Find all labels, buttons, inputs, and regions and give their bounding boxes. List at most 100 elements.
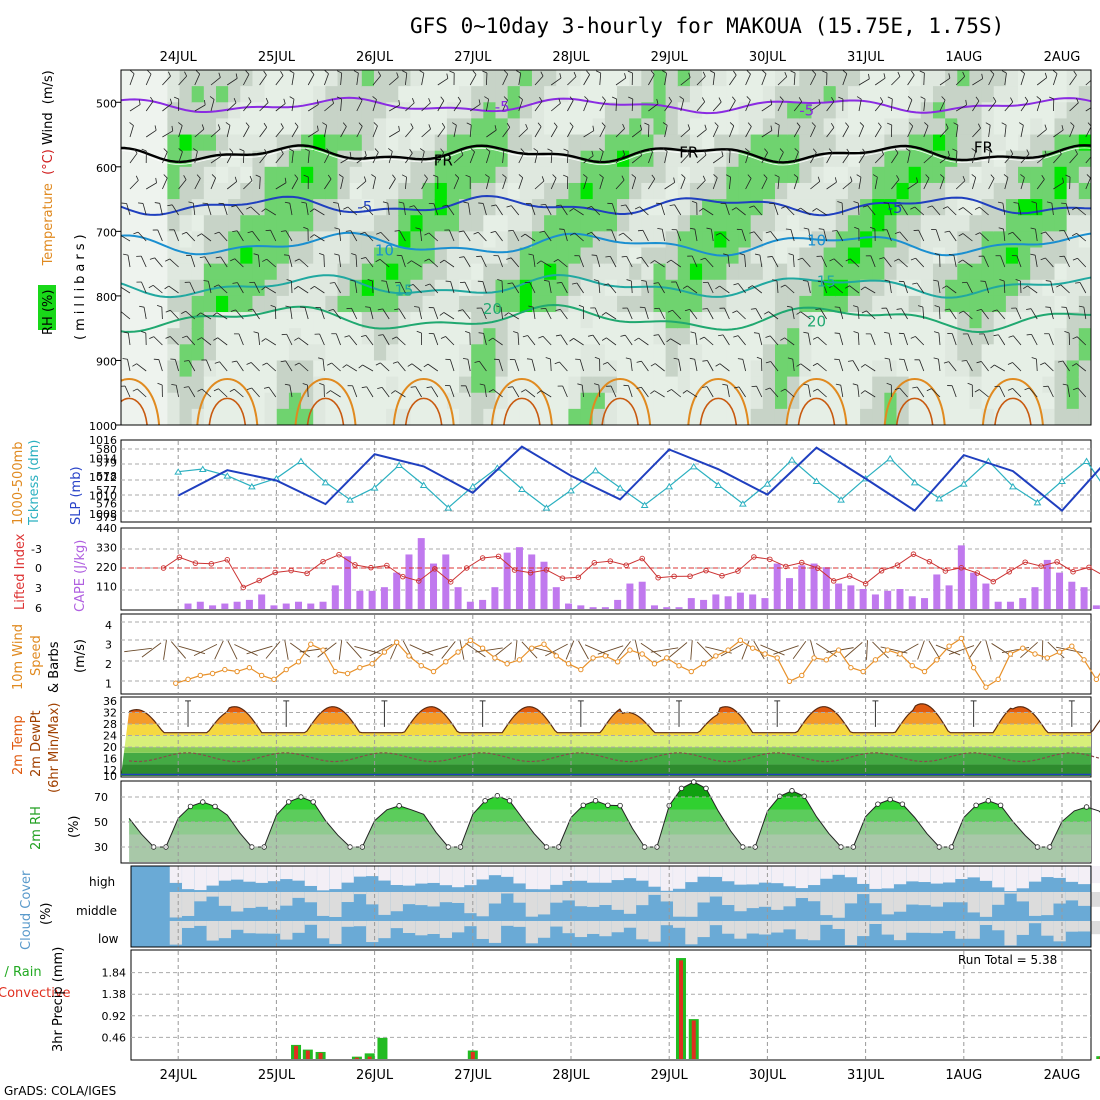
wind-barb-flag: [234, 176, 238, 182]
wind-barb: [529, 282, 536, 294]
rh-cell: [1042, 263, 1056, 281]
rh-cell: [811, 70, 825, 88]
cape-bar: [356, 590, 364, 609]
rh-cell: [835, 328, 849, 346]
li-point: [767, 556, 773, 563]
rh-cell: [337, 295, 351, 314]
rh-cell: [495, 166, 509, 184]
wind-barb-flag: [945, 123, 949, 129]
rh-cell: [714, 263, 728, 281]
wind-speed-point: [1056, 649, 1063, 655]
rh-cell: [422, 312, 436, 330]
rh-cell: [641, 408, 655, 425]
wind-barb-flag: [764, 148, 768, 153]
rh-cell: [325, 279, 339, 297]
wind-barb: [605, 312, 617, 320]
rh-cell: [422, 199, 436, 217]
rh-cell: [276, 344, 290, 362]
wind-barb-flag: [122, 358, 128, 360]
rh-cell: [969, 182, 983, 201]
wind-barb: [388, 151, 393, 164]
rh-cell: [702, 118, 716, 136]
wind-barb: [777, 152, 784, 164]
rh-cell: [556, 408, 570, 425]
wind-barb: [1035, 203, 1038, 216]
rh-cell: [1054, 86, 1068, 104]
cape-tick-110: 110: [96, 581, 117, 594]
cloud-cell: [943, 892, 956, 903]
precip-tick-1.84: 1.84: [102, 967, 127, 980]
wind-barb-flag: [962, 175, 966, 181]
wind-barb-flag: [723, 253, 729, 256]
rh-cell: [228, 86, 242, 104]
cloud-cell: [808, 892, 821, 902]
cape-bar: [491, 587, 499, 609]
rh-cell: [495, 215, 509, 233]
wind-barb: [469, 103, 481, 112]
wind-barb-flag: [283, 254, 290, 256]
cape-bar: [798, 565, 806, 609]
rh-cell: [1054, 312, 1068, 330]
rh-cell: [179, 392, 193, 410]
wind-barb-flag: [747, 174, 752, 179]
rh-cell: [617, 134, 631, 152]
wind-barb-10m: [227, 640, 238, 660]
wind-barb-flag: [586, 231, 592, 235]
wind-barb-flag: [157, 382, 163, 386]
wind-barb: [324, 152, 331, 164]
rh-cell: [1030, 70, 1044, 88]
rh-cell: [483, 199, 497, 217]
rh-cell: [228, 215, 242, 233]
rh-cell: [1005, 182, 1020, 201]
wind-barb-flag: [1090, 149, 1091, 150]
rh-cell: [434, 344, 448, 362]
wind-barb-flag: [398, 125, 400, 131]
wind-barb-flag: [360, 257, 366, 260]
cloud-cell: [513, 921, 526, 927]
wind-barb-flag: [861, 310, 867, 314]
rh-point: [617, 802, 623, 809]
cloud-level-high: high: [89, 875, 115, 889]
wind-barb-flag: [860, 286, 866, 291]
temp-band: [121, 764, 1091, 776]
wind-barb-flag: [478, 332, 484, 334]
li-point: [208, 561, 215, 567]
wind-barb: [710, 229, 714, 242]
rh-cell: [313, 312, 327, 330]
cloud-cell: [353, 866, 367, 877]
rh-cell: [641, 295, 655, 314]
wind-barb-flag: [927, 205, 933, 208]
rh-cell: [1090, 86, 1091, 104]
wind-barb-flag: [837, 201, 843, 204]
rh-cell: [835, 376, 849, 394]
wind-barb: [218, 284, 228, 294]
wind-barb-flag: [831, 97, 835, 102]
rh-cell: [288, 182, 303, 201]
wind-barb: [935, 229, 941, 242]
wind-barb: [250, 206, 260, 216]
rh-cell: [179, 408, 193, 425]
wind-barb: [696, 154, 707, 164]
rh-tick-30: 30: [94, 841, 108, 854]
rh-cell: [860, 166, 874, 184]
rh-cell: [240, 263, 254, 281]
rh-cell: [604, 376, 619, 394]
wind-barb: [966, 360, 973, 372]
wind-barb-flag: [309, 234, 315, 238]
rh-cell: [787, 263, 801, 281]
contour-30: [208, 397, 247, 425]
rh-cell: [203, 231, 218, 249]
wind-barb-flag: [540, 71, 544, 77]
rh-cell: [969, 231, 983, 249]
rh-cell: [495, 150, 509, 168]
rh-cell: [884, 392, 898, 410]
dewpoint-line: [129, 752, 1100, 763]
wind-barb-flag: [704, 124, 707, 130]
rh-cell: [762, 134, 777, 152]
wind-barb-flag: [327, 362, 332, 366]
rh-cell: [459, 312, 473, 330]
rh-cell: [1054, 344, 1068, 362]
chart-title: GFS 0~10day 3-hourly for MAKOUA (15.75E,…: [410, 14, 1004, 38]
rh-cell: [957, 86, 971, 104]
rh-cell: [629, 312, 643, 330]
